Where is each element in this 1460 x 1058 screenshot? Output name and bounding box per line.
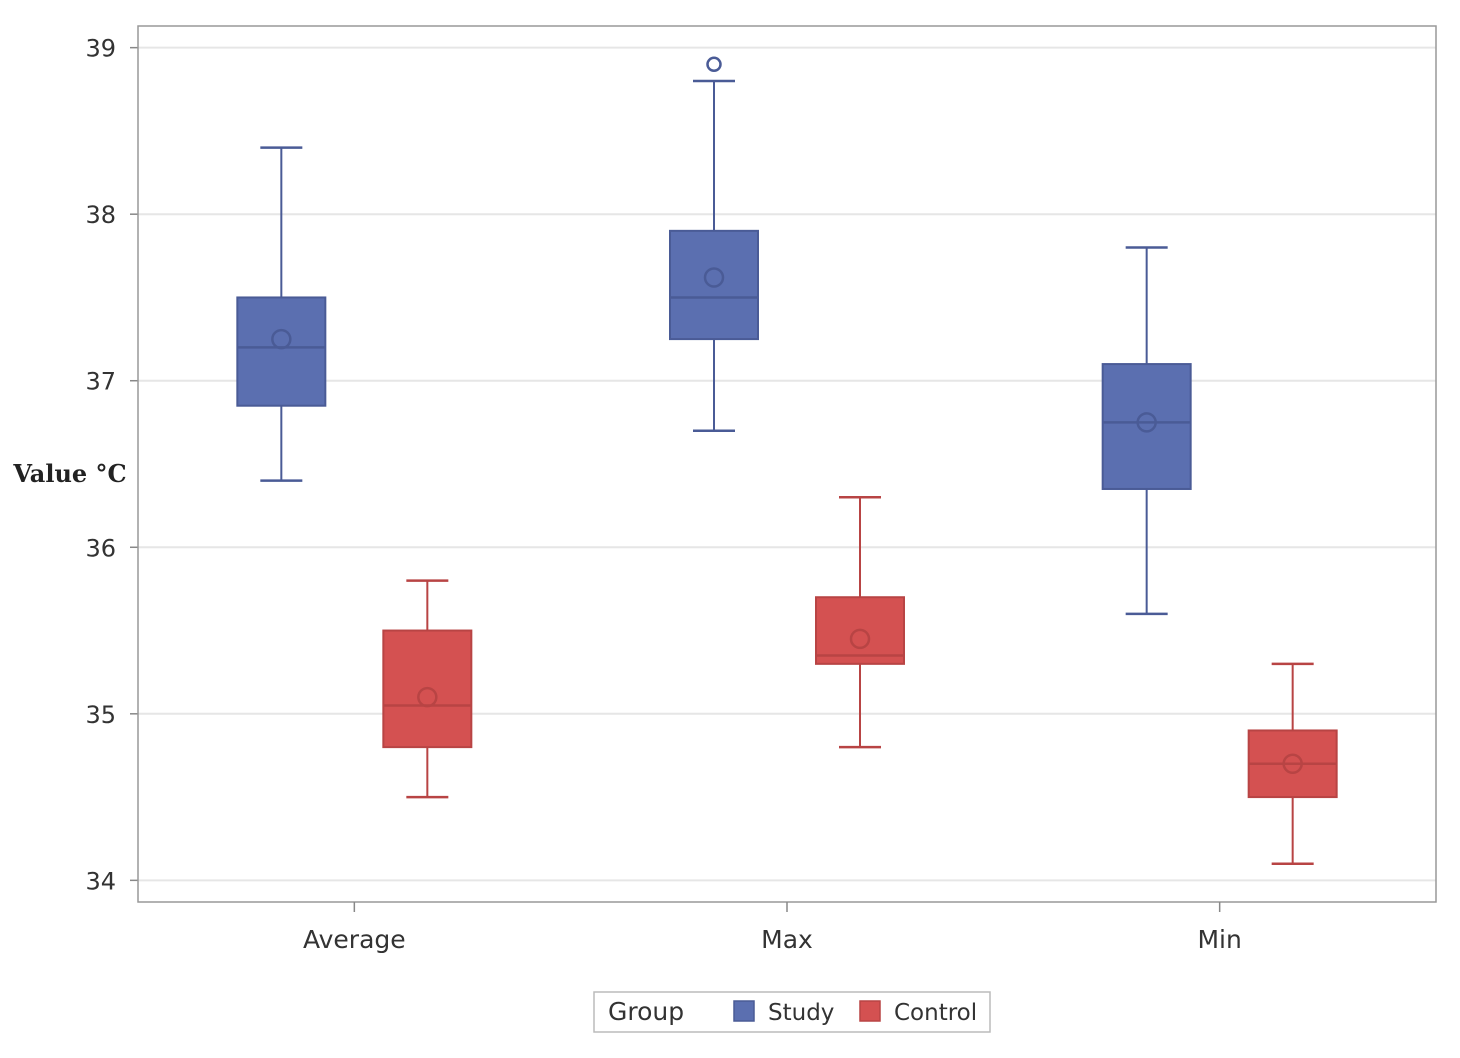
outlier-point: [706, 56, 722, 73]
legend-swatch-study: [733, 1000, 755, 1022]
y-axis-label: Value °C: [12, 459, 126, 488]
plot-layer: [236, 56, 1338, 865]
mean-marker: [703, 267, 725, 288]
legend-frame: [593, 991, 991, 1033]
x-tick-label-average: Average: [303, 925, 406, 954]
legend-label-study: Study: [768, 1000, 834, 1026]
box-iqr: [669, 229, 759, 341]
y-tick-label-38: 38: [85, 201, 116, 229]
y-tick-label-35: 35: [85, 701, 116, 729]
box-iqr: [1101, 363, 1192, 490]
legend: Group Study Control: [593, 991, 991, 1033]
y-tick-label-36: 36: [85, 534, 116, 562]
x-tick-label-max: Max: [761, 925, 813, 954]
x-tick-label-min: Min: [1197, 925, 1241, 954]
mean-marker: [1136, 412, 1157, 433]
mean-marker: [1282, 753, 1303, 775]
box-iqr: [236, 296, 327, 407]
legend-label-control: Control: [894, 1000, 977, 1026]
box-control-max: [815, 496, 905, 749]
legend-title: Group: [608, 997, 684, 1026]
axes-layer: 34 35 36 37 38 39 Average Max Min: [85, 25, 1437, 954]
box-study-max: [669, 56, 759, 432]
y-tick-label-34: 34: [85, 867, 116, 895]
box-study-average: [236, 146, 327, 482]
mean-marker: [849, 628, 871, 650]
box-study-min: [1101, 246, 1192, 616]
y-tick-label-39: 39: [85, 35, 116, 63]
mean-marker: [417, 686, 438, 708]
box-control-min: [1247, 662, 1338, 865]
legend-swatch-control: [859, 1000, 881, 1022]
grid-layer: [138, 46, 1436, 882]
box-control-average: [382, 579, 473, 799]
y-tick-label-37: 37: [85, 368, 116, 396]
mean-marker: [271, 328, 292, 350]
